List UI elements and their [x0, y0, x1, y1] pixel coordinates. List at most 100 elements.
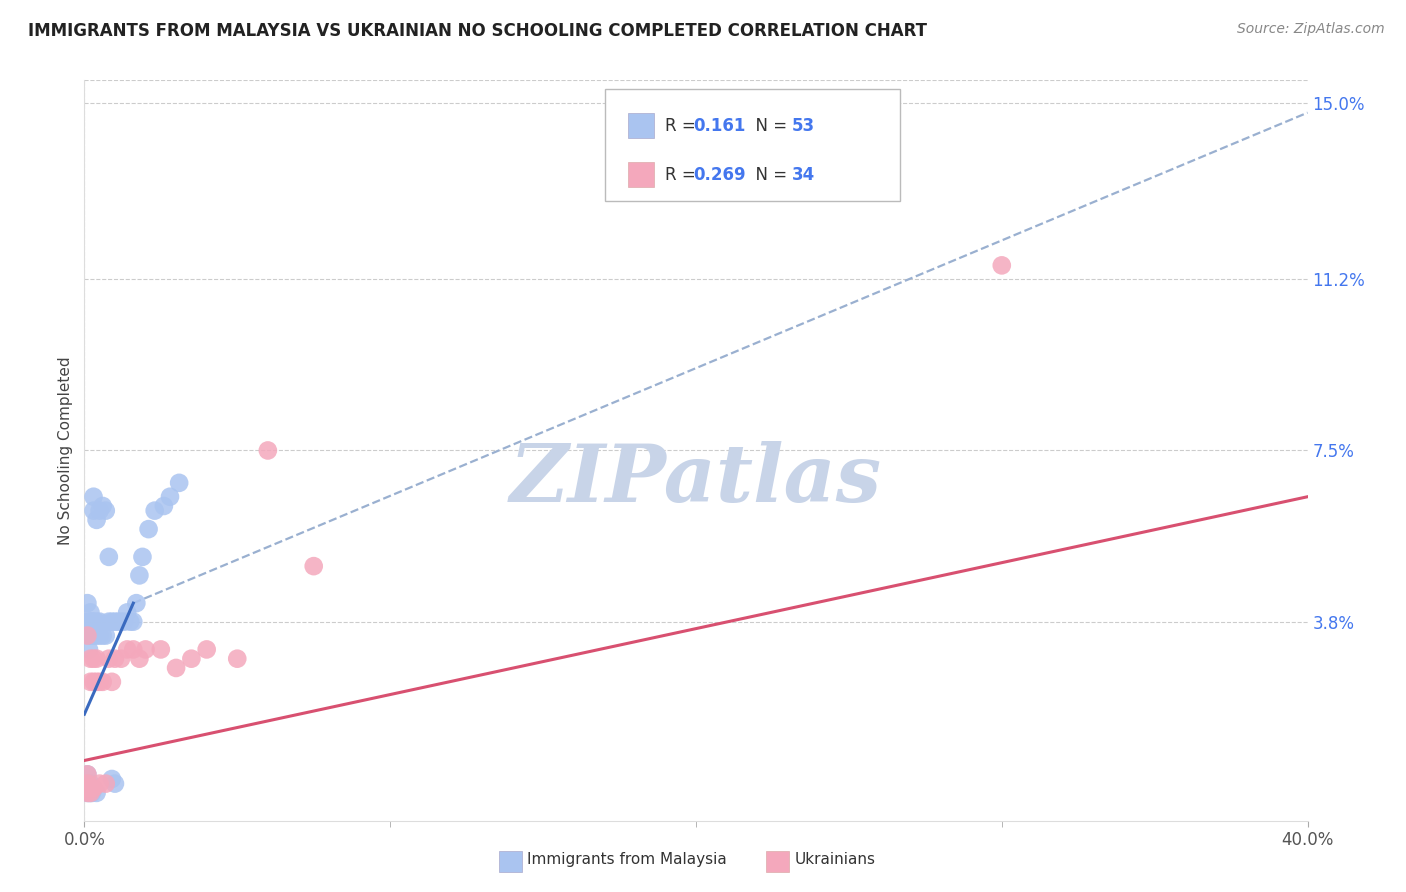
Point	[122, 615, 145, 629]
Text: R =: R =	[665, 166, 702, 184]
Point	[76, 776, 98, 791]
Point	[138, 522, 160, 536]
Point	[91, 499, 114, 513]
Point	[115, 606, 138, 620]
Point	[120, 615, 142, 629]
Text: N =: N =	[745, 166, 793, 184]
Point	[86, 628, 108, 642]
Point	[80, 615, 103, 629]
Point	[76, 781, 98, 796]
Point	[76, 781, 98, 796]
Point	[97, 651, 120, 665]
Point	[79, 628, 101, 642]
Text: Ukrainians: Ukrainians	[794, 853, 876, 867]
Point	[79, 786, 101, 800]
Point	[83, 781, 105, 796]
Point	[302, 559, 325, 574]
Point	[83, 490, 105, 504]
Point	[80, 786, 103, 800]
Point	[86, 651, 108, 665]
Text: 34: 34	[792, 166, 815, 184]
Point	[128, 651, 150, 665]
Point	[83, 674, 105, 689]
Point	[83, 615, 105, 629]
Text: Immigrants from Malaysia: Immigrants from Malaysia	[527, 853, 727, 867]
Point	[101, 615, 124, 629]
Point	[79, 781, 101, 796]
Point	[77, 628, 100, 642]
Point	[104, 776, 127, 791]
Point	[79, 674, 101, 689]
Point	[83, 628, 105, 642]
Point	[77, 642, 100, 657]
Point	[131, 549, 153, 564]
Text: IMMIGRANTS FROM MALAYSIA VS UKRAINIAN NO SCHOOLING COMPLETED CORRELATION CHART: IMMIGRANTS FROM MALAYSIA VS UKRAINIAN NO…	[28, 22, 927, 40]
Text: ZIPatlas: ZIPatlas	[510, 442, 882, 519]
Point	[94, 628, 117, 642]
Point	[83, 503, 105, 517]
Point	[76, 767, 98, 781]
Point	[76, 767, 98, 781]
Point	[76, 615, 98, 629]
Y-axis label: No Schooling Completed: No Schooling Completed	[58, 356, 73, 545]
Point	[101, 772, 124, 786]
Text: N =: N =	[745, 117, 793, 135]
Point	[125, 596, 148, 610]
Point	[79, 615, 101, 629]
Point	[122, 642, 145, 657]
Point	[180, 651, 202, 665]
Point	[167, 475, 190, 490]
Point	[79, 606, 101, 620]
Point	[79, 786, 101, 800]
Point	[104, 615, 127, 629]
Point	[91, 674, 114, 689]
Point	[83, 651, 105, 665]
Point	[89, 674, 111, 689]
Text: 53: 53	[792, 117, 814, 135]
Point	[89, 776, 111, 791]
Text: R =: R =	[665, 117, 702, 135]
Point	[149, 642, 172, 657]
Point	[101, 674, 124, 689]
Point	[86, 513, 108, 527]
Point	[143, 503, 166, 517]
Point	[110, 615, 132, 629]
Point	[86, 615, 108, 629]
Point	[195, 642, 218, 657]
Point	[97, 615, 120, 629]
Point	[89, 628, 111, 642]
Point	[79, 776, 101, 791]
Point	[110, 651, 132, 665]
Point	[76, 776, 98, 791]
Text: 0.269: 0.269	[693, 166, 745, 184]
Point	[83, 781, 105, 796]
Point	[89, 615, 111, 629]
Point	[112, 615, 135, 629]
Point	[94, 503, 117, 517]
Point	[159, 490, 181, 504]
Point	[76, 786, 98, 800]
Point	[165, 661, 187, 675]
Point	[76, 786, 98, 800]
Point	[86, 786, 108, 800]
Point	[91, 628, 114, 642]
Point	[153, 499, 176, 513]
Point	[97, 549, 120, 564]
Point	[77, 786, 100, 800]
Text: Source: ZipAtlas.com: Source: ZipAtlas.com	[1237, 22, 1385, 37]
Point	[76, 628, 98, 642]
Point	[79, 651, 101, 665]
Point	[257, 443, 280, 458]
Text: 0.161: 0.161	[693, 117, 745, 135]
Point	[94, 776, 117, 791]
Point	[79, 781, 101, 796]
Point	[89, 503, 111, 517]
Point	[107, 615, 129, 629]
Point	[226, 651, 249, 665]
Point	[104, 651, 127, 665]
Point	[115, 642, 138, 657]
Point	[991, 258, 1014, 272]
Point	[76, 596, 98, 610]
Point	[86, 674, 108, 689]
Point	[135, 642, 157, 657]
